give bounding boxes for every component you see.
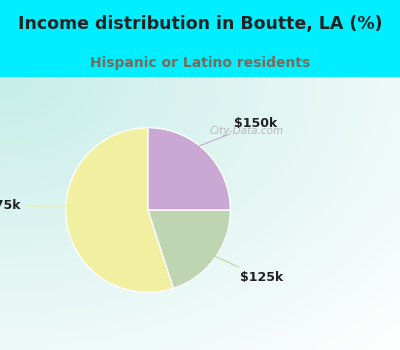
- Text: $150k: $150k: [190, 117, 278, 150]
- Wedge shape: [148, 210, 230, 288]
- Text: $75k: $75k: [0, 199, 78, 212]
- Wedge shape: [148, 128, 230, 210]
- Text: Hispanic or Latino residents: Hispanic or Latino residents: [90, 56, 310, 70]
- Text: City-Data.com: City-Data.com: [210, 126, 284, 136]
- Wedge shape: [66, 128, 174, 292]
- Text: $125k: $125k: [210, 254, 284, 284]
- Text: Income distribution in Boutte, LA (%): Income distribution in Boutte, LA (%): [18, 15, 382, 33]
